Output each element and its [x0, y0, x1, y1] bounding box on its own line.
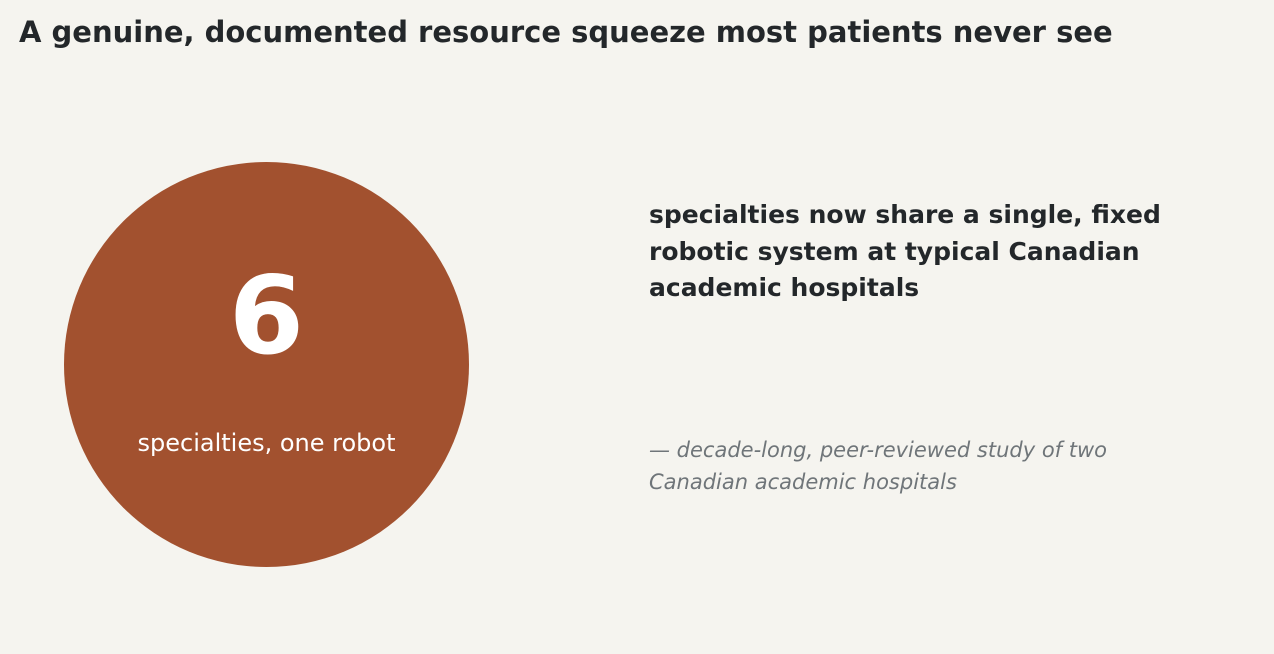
stat-caption: specialties, one robot [137, 429, 396, 457]
headline: A genuine, documented resource squeeze m… [19, 15, 1113, 49]
stat-circle: 6 specialties, one robot [64, 162, 469, 567]
stat-statement: specialties now share a single, fixed ro… [649, 200, 1161, 302]
stat-number: 6 [228, 254, 305, 379]
source-attribution: — decade-long, peer-reviewed study of tw… [649, 438, 1108, 494]
